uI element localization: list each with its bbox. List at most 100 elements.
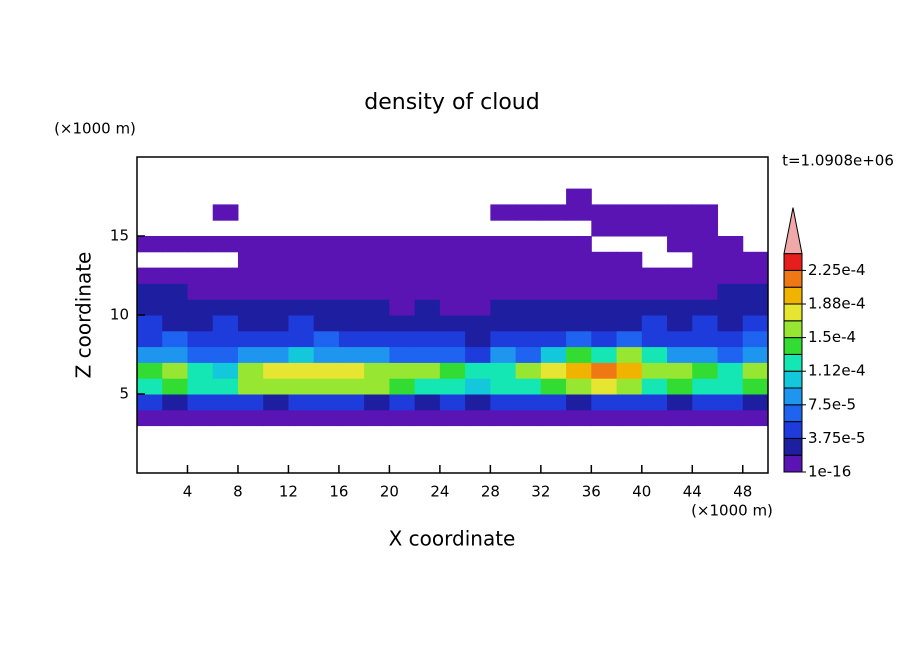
- contour-cell: [414, 267, 441, 284]
- contour-cell: [263, 299, 289, 316]
- contour-cell: [439, 409, 466, 427]
- contour-cell: [237, 283, 264, 300]
- contour-cell: [742, 346, 768, 363]
- contour-cell: [263, 394, 289, 411]
- contour-cell: [338, 409, 365, 427]
- contour-cell: [667, 267, 693, 284]
- contour-cell: [540, 299, 567, 316]
- contour-field: [137, 188, 768, 427]
- contour-cell: [490, 236, 517, 253]
- contour-cell: [717, 299, 744, 316]
- contour-cell: [742, 283, 768, 300]
- contour-cell: [490, 204, 517, 221]
- contour-cell: [566, 267, 592, 284]
- contour-cell: [465, 362, 491, 379]
- contour-cell: [237, 409, 264, 427]
- contour-cell: [162, 330, 188, 348]
- contour-cell: [137, 330, 163, 348]
- contour-cell: [490, 378, 517, 395]
- contour-cell: [667, 378, 693, 395]
- colorbar-tick-label: 2.25e-4: [808, 261, 866, 279]
- contour-cell: [717, 394, 744, 411]
- contour-cell: [515, 378, 542, 395]
- contour-cell: [490, 330, 517, 348]
- chart-title: density of cloud: [364, 90, 539, 115]
- contour-cell: [237, 394, 264, 411]
- contour-cell: [137, 283, 163, 300]
- y-axis-label: Z coordinate: [72, 252, 96, 379]
- contour-cell: [515, 362, 542, 379]
- contour-cell: [540, 204, 567, 221]
- contour-cell: [742, 330, 768, 348]
- contour-cell: [540, 283, 567, 300]
- contour-cell: [439, 315, 466, 332]
- contour-cell: [237, 330, 264, 348]
- colorbar-box: [783, 387, 803, 406]
- contour-cell: [591, 330, 618, 348]
- contour-cell: [540, 330, 567, 348]
- contour-cell: [338, 251, 365, 269]
- contour-cell: [515, 251, 542, 269]
- contour-cell: [641, 283, 668, 300]
- contour-cell: [465, 283, 491, 300]
- contour-cell: [212, 346, 239, 363]
- contour-cell: [515, 204, 542, 221]
- contour-cell: [566, 378, 592, 395]
- contour-cell: [237, 346, 264, 363]
- contour-cell: [237, 362, 264, 379]
- contour-cell: [566, 236, 592, 253]
- contour-cell: [540, 236, 567, 253]
- contour-cell: [515, 236, 542, 253]
- contour-cell: [187, 236, 214, 253]
- contour-cell: [414, 394, 441, 411]
- contour-cell: [692, 346, 719, 363]
- contour-cell: [187, 378, 214, 395]
- contour-cell: [591, 409, 618, 427]
- contour-cell: [616, 378, 643, 395]
- contour-cell: [667, 220, 693, 237]
- contour-cell: [389, 346, 416, 363]
- colorbar-box: [783, 337, 803, 355]
- contour-cell: [364, 362, 390, 379]
- contour-cell: [414, 251, 441, 269]
- contour-cell: [540, 409, 567, 427]
- contour-cell: [338, 299, 365, 316]
- contour-cell: [162, 346, 188, 363]
- contour-cell: [338, 330, 365, 348]
- contour-cell: [566, 346, 592, 363]
- contour-cell: [212, 378, 239, 395]
- contour-cell: [439, 330, 466, 348]
- contour-cell: [313, 236, 340, 253]
- contour-cell: [439, 251, 466, 269]
- x-tick-label: 32: [531, 483, 550, 501]
- contour-cell: [313, 330, 340, 348]
- contour-cell: [137, 299, 163, 316]
- contour-cell: [439, 236, 466, 253]
- x-axis-label: X coordinate: [389, 527, 516, 551]
- contour-cell: [641, 315, 668, 332]
- contour-cell: [212, 362, 239, 379]
- colorbar-box: [783, 421, 803, 439]
- contour-cell: [137, 378, 163, 395]
- contour-cell: [717, 362, 744, 379]
- contour-cell: [162, 378, 188, 395]
- contour-cell: [389, 251, 416, 269]
- contour-cell: [591, 315, 618, 332]
- contour-cell: [263, 378, 289, 395]
- contour-cell: [641, 220, 668, 237]
- contour-cell: [692, 394, 719, 411]
- x-tick-label: 4: [183, 483, 193, 501]
- contour-cell: [566, 299, 592, 316]
- colorbar-box: [783, 404, 803, 423]
- contour-cell: [465, 378, 491, 395]
- colorbar-tick-label: 1.88e-4: [808, 295, 866, 313]
- contour-cell: [137, 236, 163, 253]
- x-tick-label: 48: [733, 483, 752, 501]
- contour-cell: [490, 346, 517, 363]
- contour-cell: [313, 283, 340, 300]
- contour-cell: [717, 409, 744, 427]
- contour-cell: [263, 330, 289, 348]
- y-tick-label: 15: [110, 227, 129, 245]
- contour-cell: [515, 315, 542, 332]
- contour-cell: [263, 267, 289, 284]
